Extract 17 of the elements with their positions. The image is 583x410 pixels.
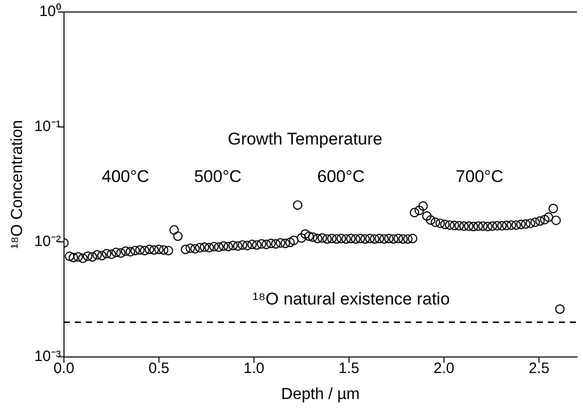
x-axis-title: Depth / µm [281,386,360,403]
annotation: 500°C [194,167,242,186]
y-axis-title: ¹⁸O Concentration [9,120,26,249]
annotation: Growth Temperature [228,129,382,148]
x-tick-label: 0.0 [53,360,74,377]
x-tick-label: 1.0 [243,360,264,377]
x-tick-label: 2.0 [434,360,454,377]
y-tick-label: 10⁰ [39,3,61,20]
x-tick-label: 1.5 [338,360,360,377]
x-tick-label: 2.5 [528,360,550,377]
annotation: 400°C [102,167,150,186]
x-tick-label: 0.5 [148,360,170,377]
y-tick-label: 10⁻¹ [34,118,61,136]
ref-line-label: ¹⁸O natural existence ratio [252,289,450,308]
y-tick-label: 10⁻² [34,233,61,250]
annotation: 600°C [317,167,365,186]
annotation: 700°C [456,167,504,186]
